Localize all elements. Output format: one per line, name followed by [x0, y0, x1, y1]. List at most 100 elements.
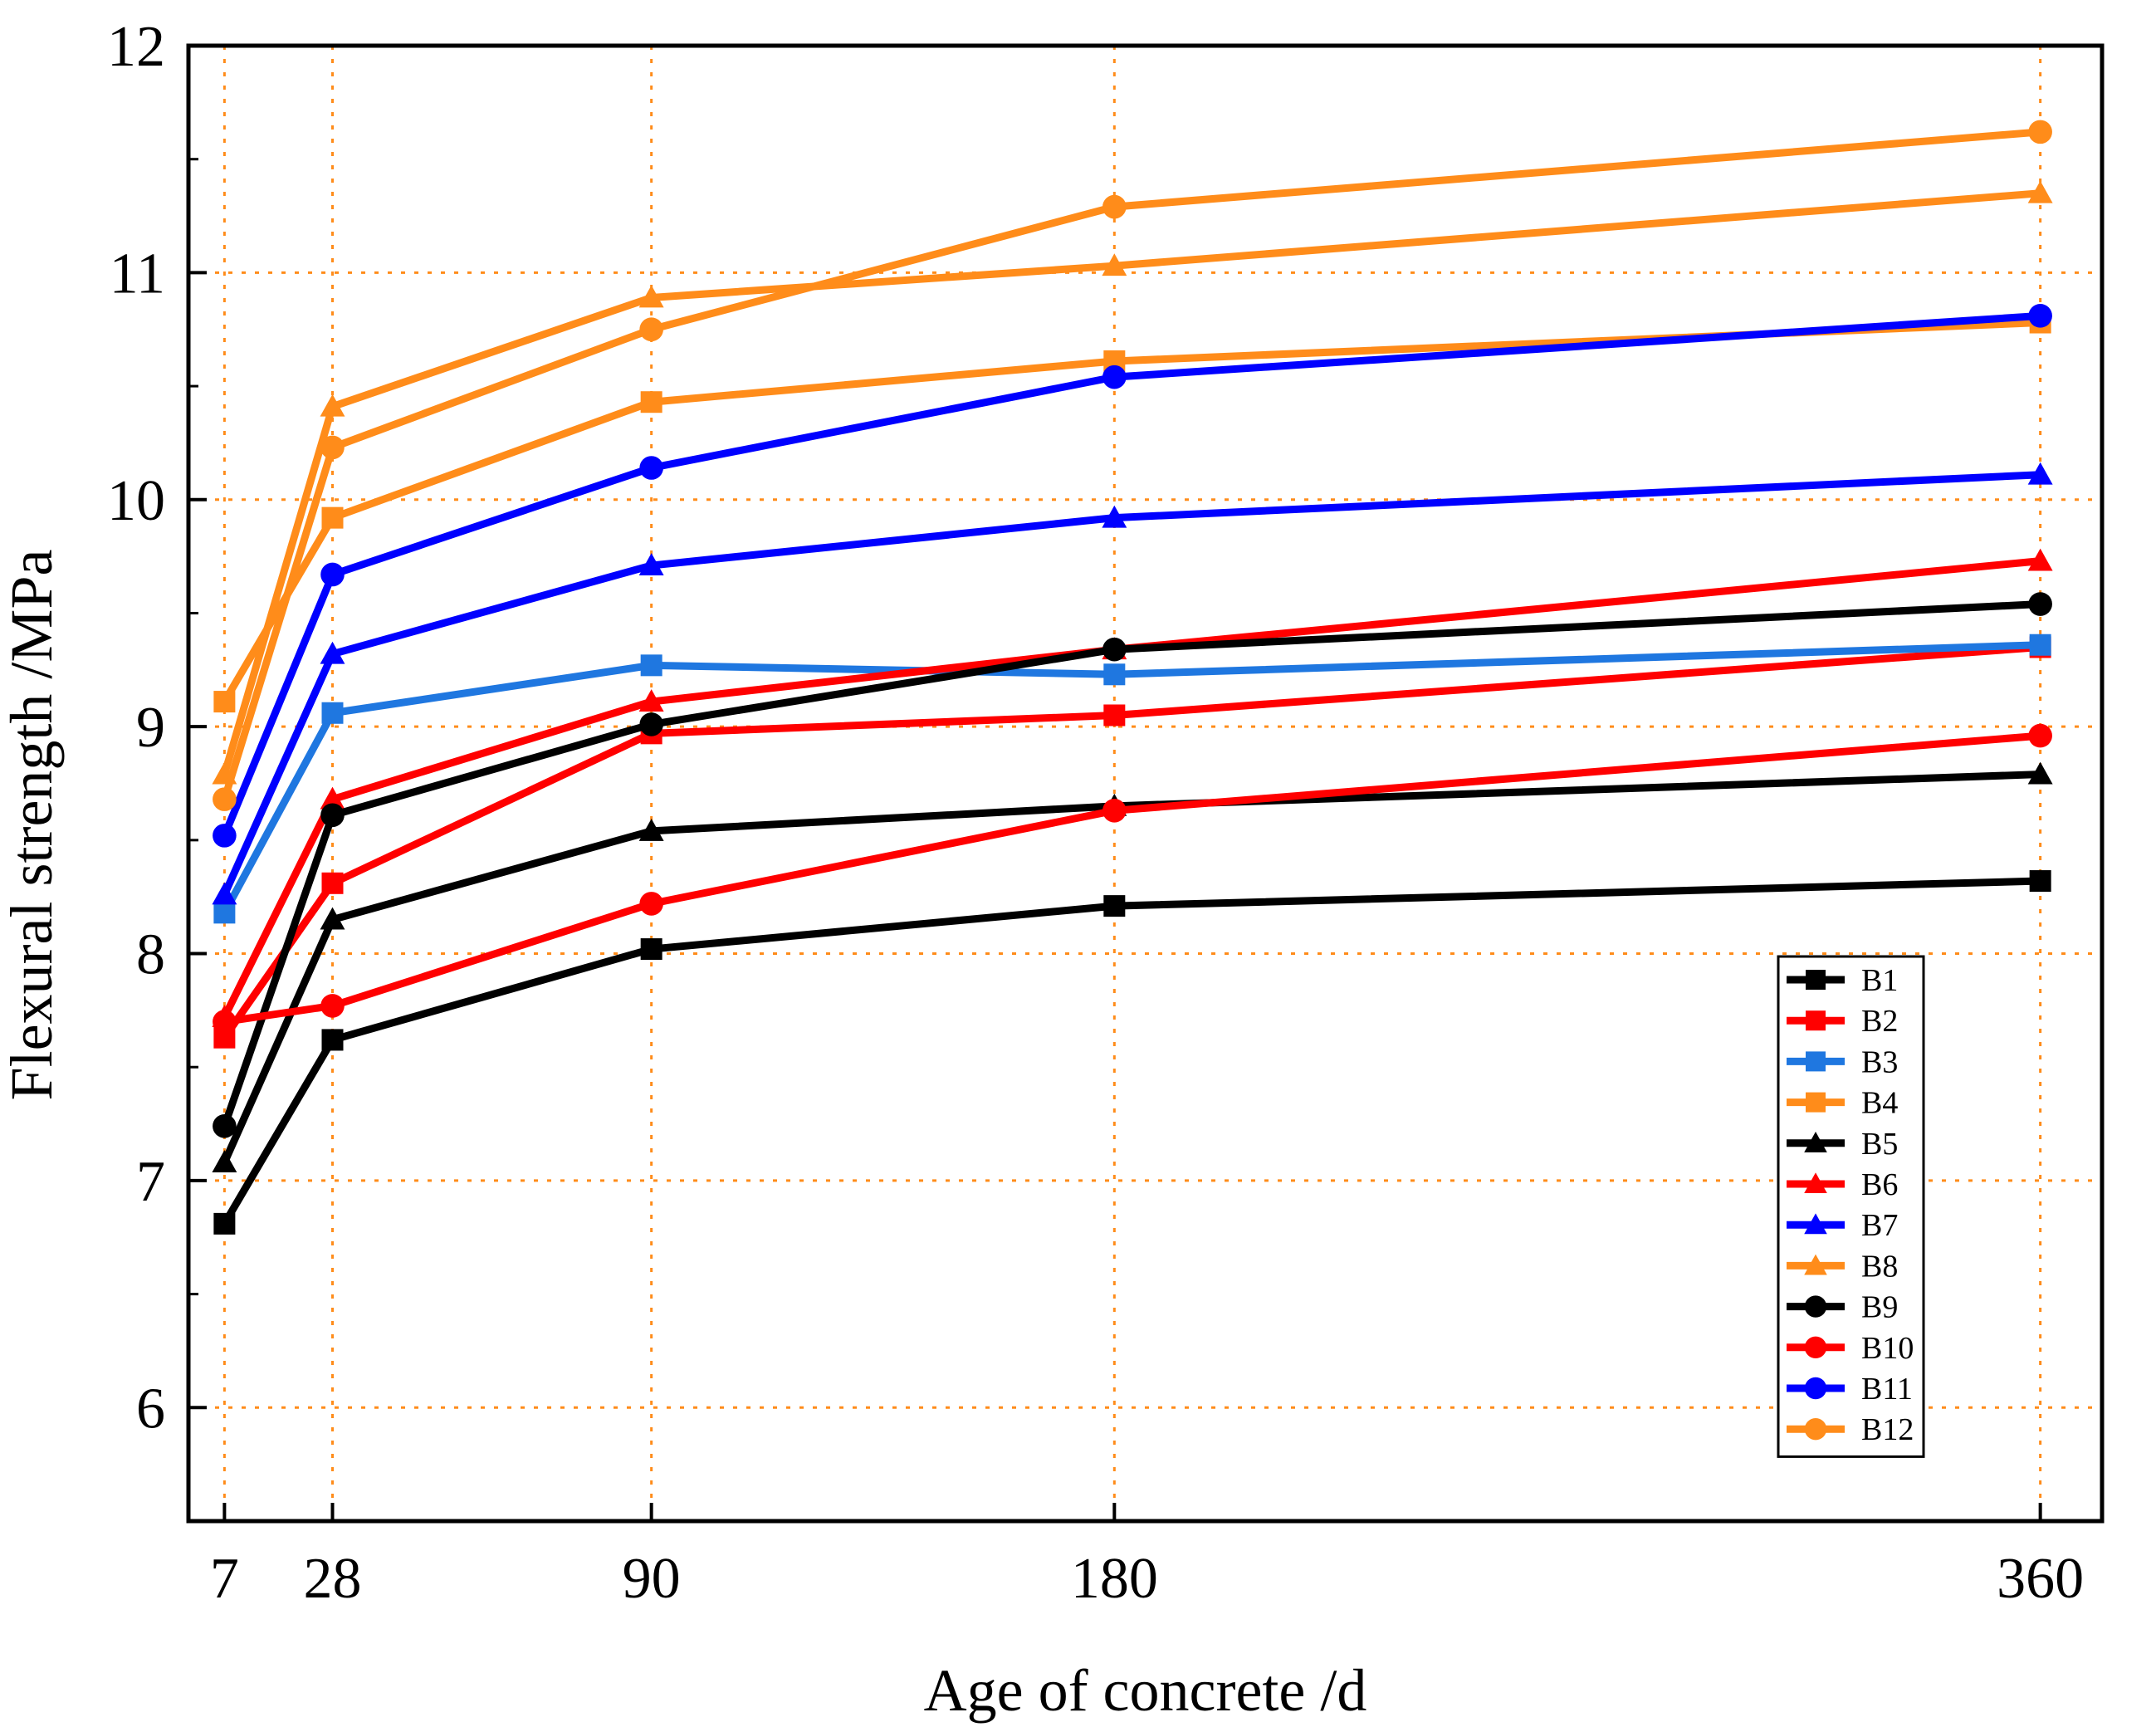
data-point — [320, 435, 345, 460]
data-point — [1102, 364, 1127, 389]
x-tick-label: 7 — [210, 1547, 239, 1611]
data-point — [320, 786, 345, 810]
series-b10 — [213, 723, 2052, 1034]
series-b8 — [212, 180, 2053, 785]
data-point — [213, 824, 237, 848]
legend-marker — [1804, 1336, 1827, 1359]
data-point — [2028, 120, 2052, 144]
data-point — [639, 456, 663, 480]
data-point — [2027, 761, 2053, 785]
data-point — [2028, 592, 2052, 616]
legend-marker — [1806, 1010, 1826, 1031]
series-group — [212, 120, 2053, 1235]
y-tick-label: 12 — [107, 15, 165, 79]
data-point — [213, 1114, 237, 1138]
data-point — [321, 506, 344, 529]
data-point — [1102, 637, 1127, 662]
data-point — [638, 689, 664, 712]
data-point — [320, 803, 345, 828]
data-point — [213, 1212, 236, 1235]
legend-label: B2 — [1861, 1004, 1898, 1039]
legend-label: B7 — [1861, 1208, 1898, 1243]
legend-label: B12 — [1861, 1412, 1914, 1447]
legend-marker — [1804, 1254, 1827, 1275]
legend-marker — [1804, 1295, 1827, 1318]
series-b11 — [213, 304, 2052, 848]
legend-marker — [1804, 1377, 1827, 1400]
series-line — [223, 731, 2041, 1026]
legend-marker — [1804, 1132, 1827, 1152]
legend-item-b6: B6 — [1787, 1167, 1898, 1202]
legend-item-b1: B1 — [1787, 963, 1898, 998]
data-point — [639, 712, 663, 736]
legend-item-b10: B10 — [1787, 1331, 1914, 1366]
data-point — [320, 994, 345, 1018]
legend-item-b4: B4 — [1787, 1086, 1898, 1121]
legend-label: B6 — [1861, 1167, 1898, 1202]
data-point — [212, 1150, 237, 1173]
data-point — [1103, 895, 1126, 917]
series-b7 — [212, 462, 2053, 905]
x-axis-label: Age of concrete /d — [924, 1657, 1367, 1724]
x-tick-label: 28 — [303, 1547, 361, 1611]
legend-marker — [1806, 1051, 1826, 1072]
data-point — [1102, 253, 1127, 276]
data-point — [2027, 462, 2053, 485]
series-line — [221, 557, 2041, 1020]
legend-label: B11 — [1861, 1372, 1913, 1407]
x-tick-label: 180 — [1071, 1547, 1158, 1611]
y-tick-label: 9 — [136, 696, 165, 760]
x-tick-label: 90 — [623, 1547, 681, 1611]
legend-label: B1 — [1861, 963, 1898, 998]
data-point — [320, 641, 345, 664]
series-line — [221, 771, 2041, 1164]
data-point — [321, 872, 344, 894]
data-point — [1102, 505, 1127, 528]
legend-item-b3: B3 — [1787, 1045, 1898, 1079]
legend: B1 B2 B3 B4 B5 B6 B7 B8 B9 B10 B11 B12 — [1777, 955, 1925, 1458]
data-point — [1102, 194, 1127, 219]
legend-label: B4 — [1861, 1086, 1898, 1121]
series-line — [221, 877, 2041, 1226]
data-point — [212, 882, 237, 905]
legend-item-b8: B8 — [1787, 1249, 1898, 1284]
data-point — [1102, 799, 1127, 823]
data-point — [638, 285, 664, 308]
legend-label: B9 — [1861, 1290, 1898, 1325]
legend-label: B10 — [1861, 1331, 1914, 1366]
y-tick-label: 7 — [136, 1150, 165, 1214]
legend-label: B3 — [1861, 1045, 1898, 1079]
series-b2 — [213, 636, 2051, 1049]
data-point — [213, 691, 236, 713]
legend-marker — [1804, 1172, 1827, 1194]
legend-item-b12: B12 — [1787, 1412, 1914, 1447]
series-b3 — [213, 634, 2051, 924]
plot-frame — [186, 43, 2105, 1524]
legend-marker — [1806, 970, 1826, 990]
legend-marker — [1804, 1213, 1827, 1235]
data-point — [2027, 180, 2053, 203]
y-tick-label: 10 — [107, 469, 165, 533]
legend-marker — [1806, 1092, 1826, 1113]
data-point — [2029, 870, 2051, 893]
data-point — [213, 1010, 237, 1034]
y-axis-label: Flexural strength /MPa — [0, 550, 65, 1101]
legend-marker — [1804, 1418, 1827, 1441]
legend-item-b2: B2 — [1787, 1004, 1898, 1039]
data-point — [1103, 704, 1126, 727]
data-point — [321, 702, 344, 724]
y-tick-label: 11 — [110, 242, 165, 306]
data-point — [1103, 663, 1126, 686]
y-tick-label: 8 — [136, 923, 165, 987]
legend-box — [1777, 955, 1925, 1458]
data-point — [639, 892, 663, 916]
series-line — [221, 471, 2041, 897]
data-point — [638, 818, 664, 841]
legend-label: B5 — [1861, 1127, 1898, 1162]
data-point — [213, 902, 236, 924]
legend-item-b5: B5 — [1787, 1127, 1898, 1162]
x-tick-label: 360 — [1997, 1547, 2084, 1611]
data-point — [2028, 304, 2052, 328]
data-point — [321, 1029, 344, 1051]
data-point — [2027, 548, 2053, 571]
